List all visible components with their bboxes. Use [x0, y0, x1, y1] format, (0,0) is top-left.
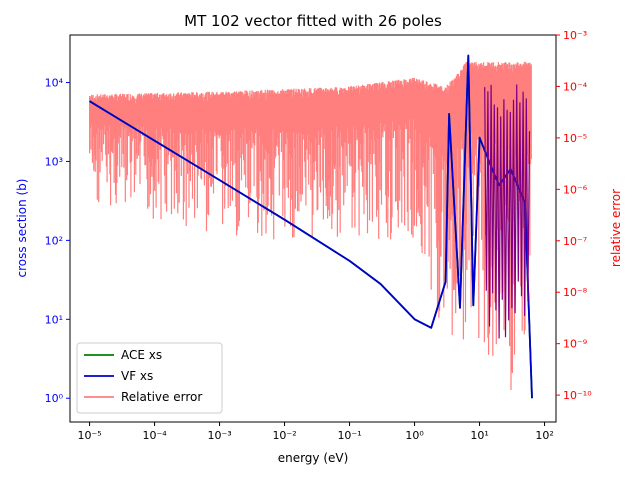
legend: ACE xs VF xs Relative error [76, 342, 223, 414]
y-right-tick-label-6: 10⁻⁴ [563, 80, 588, 93]
y-left-tick-label-4: 10⁴ [45, 77, 64, 90]
y-right-tick-label-5: 10⁻⁵ [563, 132, 587, 145]
right-y-axis-label: relative error [609, 189, 623, 267]
left-y-axis: 10⁰ 10¹ 10² 10³ 10⁴ [45, 77, 70, 405]
series-line-vf-xs [89, 54, 533, 399]
y-left-tick-label-0: 10⁰ [45, 392, 64, 405]
legend-box [76, 342, 223, 414]
chart-title: MT 102 vector fitted with 26 poles [184, 12, 442, 30]
y-right-tick-label-7: 10⁻³ [563, 29, 587, 42]
cross-section-series [89, 54, 533, 399]
resonance-region-line [484, 84, 531, 339]
y-left-tick-label-1: 10¹ [45, 313, 63, 326]
x-tick-label-6: 10¹ [470, 429, 488, 442]
x-axis-label: energy (eV) [278, 451, 349, 465]
left-y-axis-label: cross section (b) [15, 179, 29, 278]
x-tick-label-3: 10⁻² [272, 429, 296, 442]
x-tick-label-4: 10⁻¹ [337, 429, 361, 442]
y-left-tick-label-2: 10² [45, 234, 63, 247]
y-right-tick-label-1: 10⁻⁹ [563, 338, 587, 351]
relative-error-band [89, 61, 532, 390]
plot-frame [69, 34, 557, 423]
y-right-tick-label-4: 10⁻⁶ [563, 183, 588, 196]
x-axis: 10⁻⁵ 10⁻⁴ 10⁻³ 10⁻² 10⁻¹ 10⁰ 10¹ 10² [77, 422, 554, 442]
x-tick-label-0: 10⁻⁵ [77, 429, 101, 442]
legend-label-vf: VF xs [121, 369, 153, 383]
x-tick-label-2: 10⁻³ [207, 429, 231, 442]
relative-error-series [89, 61, 532, 390]
y-right-tick-label-0: 10⁻¹⁰ [563, 389, 592, 402]
y-right-tick-label-2: 10⁻⁸ [563, 286, 588, 299]
x-tick-label-7: 10² [535, 429, 553, 442]
y-right-tick-label-3: 10⁻⁷ [563, 235, 587, 248]
x-tick-label-5: 10⁰ [405, 429, 424, 442]
right-y-axis: 10⁻¹⁰ 10⁻⁹ 10⁻⁸ 10⁻⁷ 10⁻⁶ 10⁻⁵ 10⁻⁴ 10⁻³ [556, 29, 592, 402]
legend-label-ace: ACE xs [121, 348, 162, 362]
y-left-tick-label-3: 10³ [45, 155, 63, 168]
legend-label-error: Relative error [121, 390, 202, 404]
x-tick-label-1: 10⁻⁴ [142, 429, 167, 442]
